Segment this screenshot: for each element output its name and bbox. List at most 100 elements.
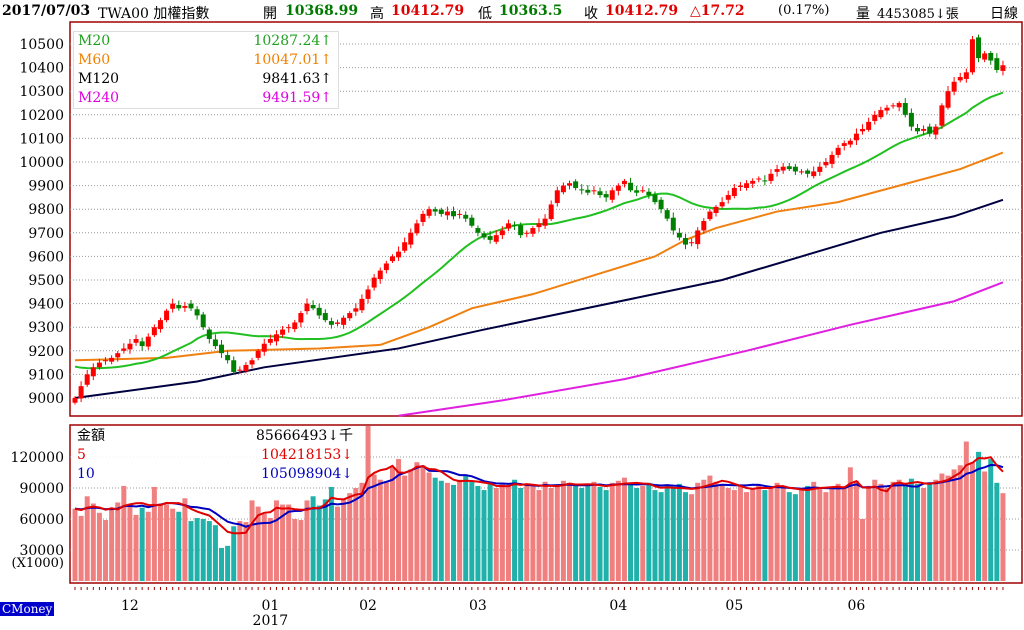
volume-bar: [927, 482, 933, 581]
candle: [530, 226, 536, 237]
candle: [487, 230, 493, 244]
volume-bar: [786, 492, 792, 581]
volume-bar: [103, 520, 109, 581]
candle: [396, 246, 402, 261]
candle-body: [377, 270, 383, 280]
volume-bar: [499, 482, 505, 581]
candle: [542, 214, 548, 230]
volume-panel-frame: [69, 424, 1023, 584]
candle: [829, 151, 835, 169]
candle-body: [389, 256, 395, 262]
price-tick-label: 9600: [28, 249, 64, 265]
price-legend: M20 10287.24↑ M60 10047.01↑ M120 9841.63↑ M…: [73, 31, 339, 109]
volume-bar: [377, 479, 383, 581]
candle: [713, 204, 719, 217]
volume-bar: [420, 465, 426, 581]
candle-body: [469, 217, 475, 226]
volume-bar: [84, 496, 90, 581]
candle-body: [811, 171, 817, 177]
candle: [536, 218, 542, 232]
volume-bar: [188, 521, 194, 581]
candle-body: [560, 185, 566, 193]
volume-bar: [255, 506, 261, 581]
volume-bar: [713, 481, 719, 581]
candle-body: [737, 185, 743, 188]
candle: [890, 103, 896, 109]
price-tick-label: 9100: [28, 367, 64, 383]
volume-bar: [237, 521, 243, 581]
volume-bar: [567, 482, 573, 581]
candle: [365, 285, 371, 304]
candle-body: [615, 185, 621, 191]
volume-bar: [573, 485, 579, 581]
candle-body: [127, 343, 133, 350]
candle-body: [957, 77, 963, 81]
candle-body: [200, 314, 206, 328]
candle-body: [621, 180, 627, 185]
legend-m60: M60 10047.01↑: [78, 52, 332, 68]
candle-body: [798, 171, 804, 173]
candle-body: [860, 128, 866, 132]
volume-bar: [292, 519, 298, 581]
volume-legend: 金額 85666493↓千 5 104218153↓ 10 105098904↓: [73, 427, 359, 484]
candle-body: [841, 143, 847, 146]
candle: [817, 162, 823, 176]
candle-body: [786, 166, 792, 170]
price-tick-label: 10500: [19, 37, 64, 53]
volume-bar: [328, 486, 334, 581]
candle: [115, 351, 121, 362]
volume-bar: [768, 485, 774, 581]
candle: [762, 175, 768, 186]
ma120-line: [74, 198, 1004, 399]
candle: [658, 197, 664, 214]
volume-bar: [426, 472, 432, 581]
volume-bar: [286, 504, 292, 581]
volume-bar: [493, 488, 499, 581]
price-tick-label: 10400: [19, 61, 64, 77]
volume-bar: [145, 511, 151, 581]
volume-bar: [243, 522, 249, 581]
candle: [188, 300, 194, 311]
open-value: 10368.99: [285, 3, 359, 19]
candle: [823, 157, 829, 168]
candle-body: [182, 305, 188, 308]
candle-body: [548, 204, 554, 220]
symbol-name: TWA00 加權指數: [98, 6, 210, 22]
candle: [341, 315, 347, 329]
candle-body: [817, 166, 823, 172]
candle: [512, 221, 518, 230]
candle-body: [78, 386, 84, 399]
volume-bar: [530, 485, 536, 581]
candle: [615, 183, 621, 196]
volume-bar: [438, 480, 444, 581]
volume-bar: [792, 494, 798, 581]
candle-body: [780, 166, 786, 171]
volume-bar: [689, 494, 695, 581]
candle-body: [829, 154, 835, 164]
candle-body: [347, 313, 353, 319]
candle: [554, 186, 560, 207]
candle: [383, 260, 389, 274]
price-tick-label: 10300: [19, 84, 64, 100]
candle: [139, 337, 145, 351]
period-selector[interactable]: 日線: [990, 6, 1018, 22]
volume-unit-label: (X1000): [12, 556, 64, 571]
ma240-line: [398, 281, 1004, 417]
candle-body: [139, 341, 145, 347]
candle: [798, 169, 804, 175]
candle-body: [914, 128, 920, 132]
candle-body: [951, 81, 957, 92]
volume-bar: [396, 459, 402, 581]
price-tick-label: 9200: [28, 344, 64, 360]
candle-body: [267, 339, 273, 343]
volume-bar: [847, 467, 853, 581]
volume-bar: [115, 502, 121, 581]
candle-body: [304, 303, 310, 312]
candle: [298, 310, 304, 328]
candle-body: [585, 189, 591, 193]
volume-bar: [725, 488, 731, 581]
volume-bar: [298, 520, 304, 581]
open-label: 開: [263, 6, 277, 22]
candle-body: [157, 320, 163, 330]
